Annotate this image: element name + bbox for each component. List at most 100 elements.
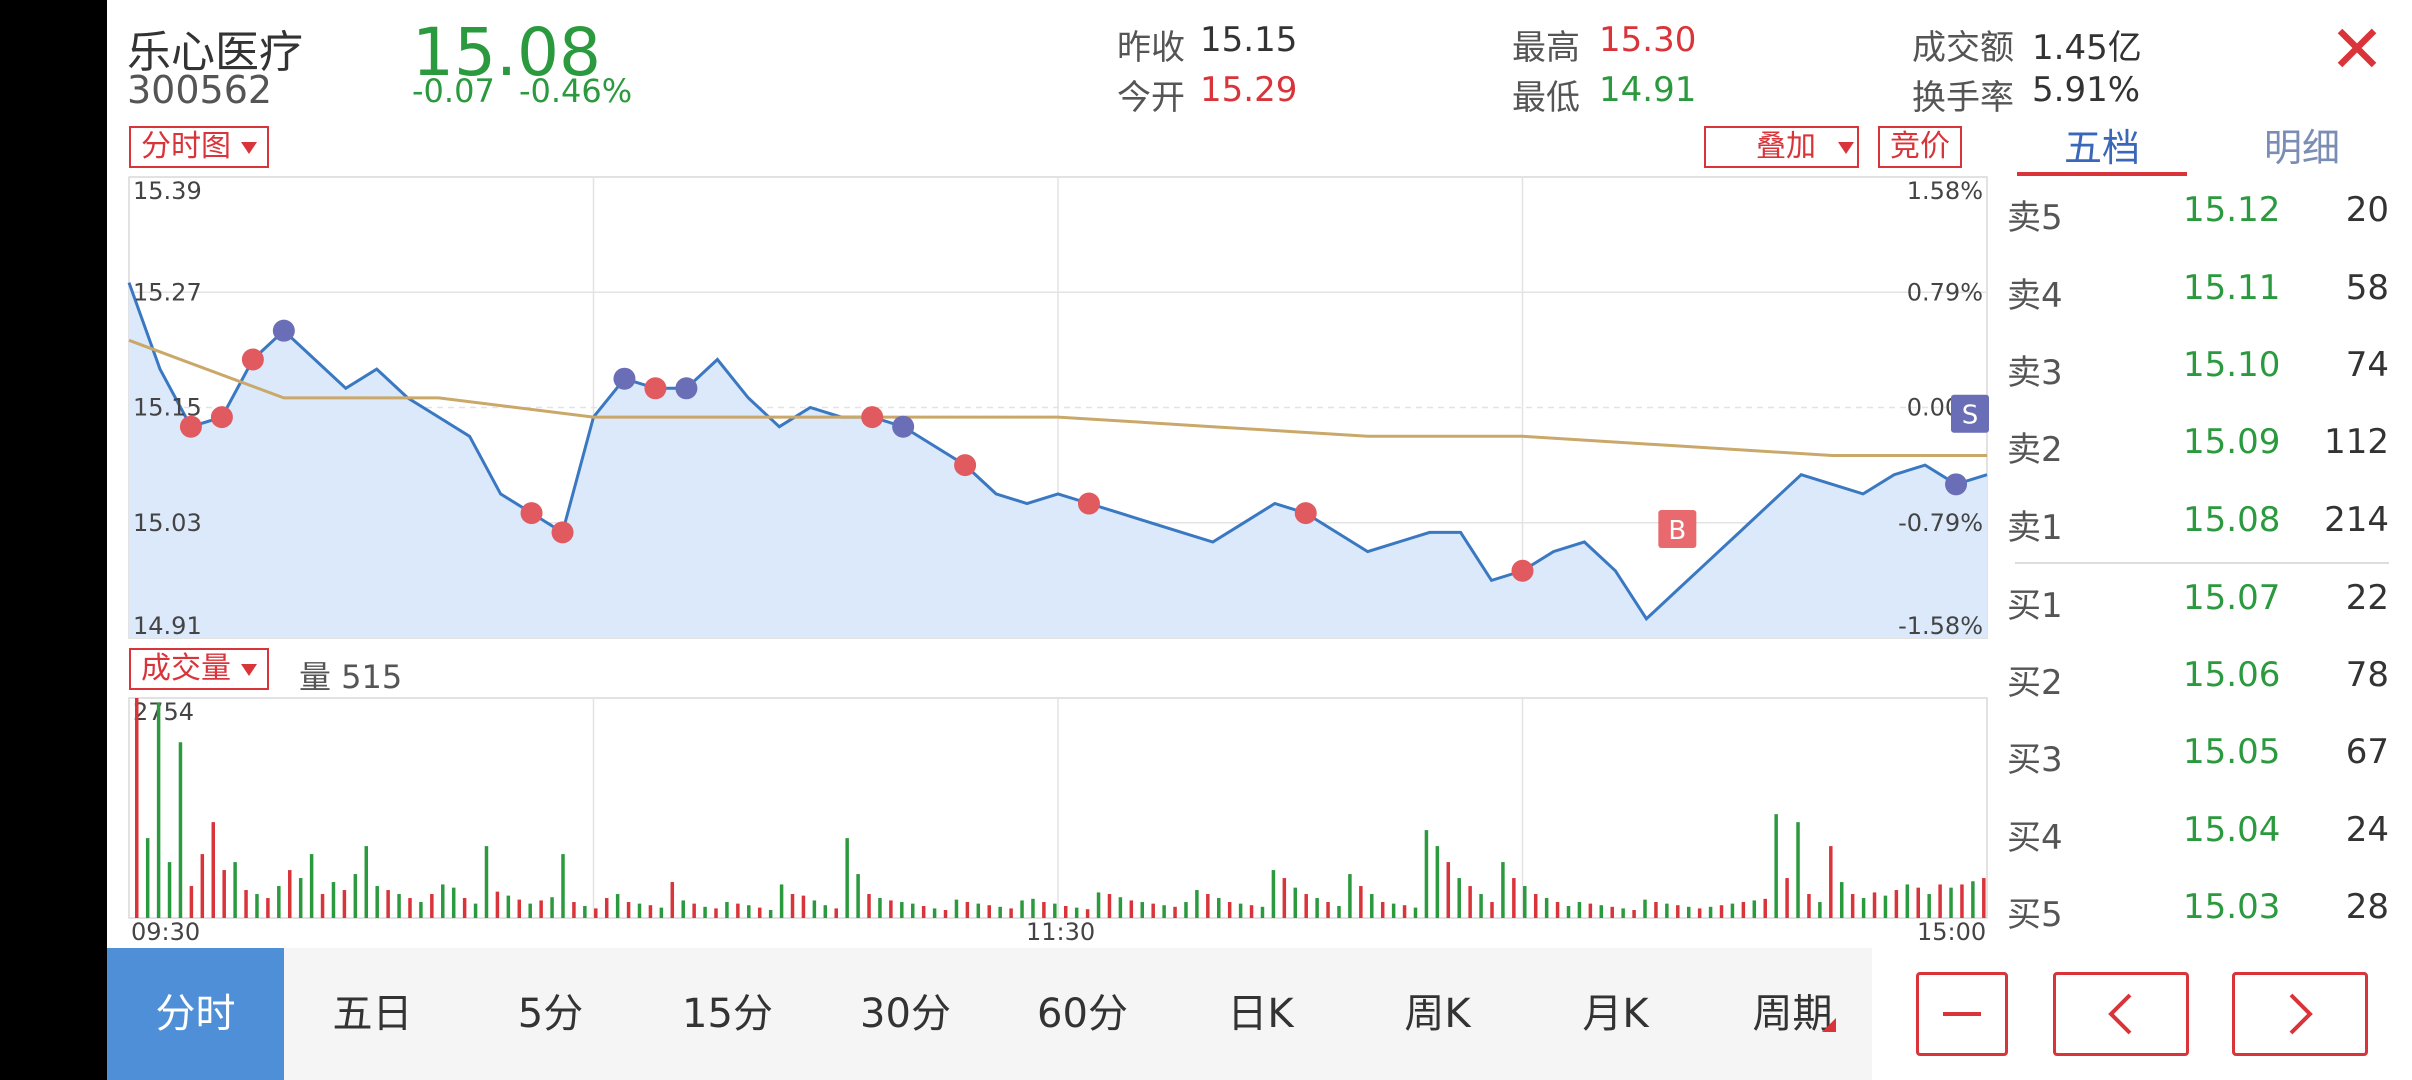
period-tab-7[interactable]: 周K [1404,991,1471,1037]
orderbook-vol: 214 [2324,500,2389,540]
chart-type-select[interactable]: 分时图 [129,126,269,168]
volume-bar [954,899,959,918]
volume-bar [768,910,773,918]
period-tab-5[interactable]: 60分 [1037,991,1128,1037]
volume-bar [1457,878,1461,918]
volume-bar [1654,902,1658,918]
bid-row-2[interactable]: 买2 15.06 78 [2007,655,2397,732]
price-chart[interactable]: 15.3915.2715.1515.0314.911.58%0.79%0.00%… [107,0,2007,950]
volume-bar [156,702,161,918]
buy-badge [1658,509,1697,548]
volume-bar [1916,887,1920,918]
period-tab-3[interactable]: 15分 [682,991,773,1037]
sell-trade-marker [1294,502,1317,525]
volume-bar [1501,862,1505,918]
volume-bar [1752,900,1757,918]
volume-bar [1282,878,1287,918]
ask-row-2[interactable]: 卖4 15.11 58 [2007,268,2397,345]
ask-row-1[interactable]: 卖5 15.12 20 [2007,190,2397,267]
orderbook-vol: 78 [2345,655,2389,695]
volume-bar [1697,908,1702,918]
volume-bar [178,742,183,918]
volume-bar [1391,903,1396,918]
volume-bar [626,902,631,918]
volume-bar [1960,884,1964,918]
volume-bar [1359,886,1363,918]
volume-readout: 量 515 [299,658,403,696]
indicator-select[interactable]: 成交量 [129,648,269,690]
period-tab-1[interactable]: 五日 [332,991,413,1037]
volume-bar [1042,902,1046,918]
orderbook-price: 15.11 [2183,268,2281,308]
volume-bar [1238,903,1243,918]
ask-row-5[interactable]: 卖1 15.08 214 [2007,500,2397,577]
volume-bar [397,894,401,918]
tab-detail[interactable]: 明细 [2263,126,2340,170]
period-tab-2[interactable]: 5分 [517,991,584,1037]
ask-row-3[interactable]: 卖3 15.10 74 [2007,345,2397,422]
prev-button[interactable] [2053,972,2189,1056]
dropdown-arrow-icon [241,663,257,676]
volume-bar [703,906,707,918]
volume-bar [145,838,150,918]
zoom-out-button[interactable] [1916,972,2008,1056]
bid-row-4[interactable]: 买4 15.04 24 [2007,810,2397,887]
volume-bar [1643,899,1647,918]
period-tab-4[interactable]: 30分 [860,991,951,1037]
volume-bar [998,906,1002,918]
price-area [129,282,1987,638]
sell-trade-marker [1511,559,1534,582]
orderbook-label: 买1 [2007,586,2063,626]
dropdown-arrow-icon [1838,141,1854,154]
low-value: 14.91 [1599,70,1697,110]
period-tab-8[interactable]: 月K [1582,991,1649,1037]
orderbook-price: 15.10 [2183,345,2281,385]
bid-row-1[interactable]: 买1 15.07 22 [2007,578,2397,655]
tab-level5[interactable]: 五档 [2017,124,2187,176]
volume-bar [615,894,620,918]
volume-bar [1020,900,1024,918]
volume-bar [222,870,226,918]
ask-row-4[interactable]: 卖2 15.09 112 [2007,422,2397,499]
sell-trade-marker [644,377,667,400]
volume-bar [594,908,598,918]
y-right-tick: 0.79% [1907,278,1983,306]
sell-trade-marker [241,348,264,371]
volume-bar [1588,903,1593,918]
chevron-right-icon [2289,993,2313,1035]
sell-trade-marker [179,415,202,438]
y-right-tick: 1.58% [1907,177,1983,205]
bid-row-5[interactable]: 买5 15.03 28 [2007,887,2397,964]
volume-bar [1162,905,1166,918]
next-button[interactable] [2232,972,2368,1056]
volume-bar [812,900,817,918]
orderbook-label: 买5 [2007,895,2063,935]
orderbook-label: 卖2 [2007,430,2063,470]
y-left-tick: 15.03 [133,509,202,537]
orderbook-vol: 58 [2345,268,2389,308]
volume-bar [1872,892,1877,918]
volume-bar [1479,894,1483,918]
bid-row-3[interactable]: 买3 15.05 67 [2007,732,2397,809]
overlay-select[interactable]: 叠加 [1704,126,1859,168]
volume-bar [1785,878,1789,918]
close-icon[interactable]: ✕ [2329,11,2385,88]
sell-trade-marker [210,406,233,429]
current-price: 15.08 [412,14,601,91]
volume-bar [1206,894,1210,918]
sell-trade-marker [551,521,574,544]
volume-bar [1293,887,1298,918]
volume-bar [342,890,347,918]
volume-bar [1905,884,1910,918]
volume-bar [1533,894,1538,918]
volume-bar [1151,903,1155,918]
volume-bar [910,903,915,918]
period-tab-9[interactable]: 周期 [1752,991,1833,1037]
volume-bar [1850,894,1855,918]
auction-button[interactable]: 竞价 [1878,126,1962,168]
volume-bar [473,903,478,918]
period-tab-0[interactable]: 分时 [107,948,284,1080]
period-tab-6[interactable]: 日K [1227,991,1294,1037]
x-tick: 09:30 [131,918,200,946]
volume-bar [670,882,675,918]
